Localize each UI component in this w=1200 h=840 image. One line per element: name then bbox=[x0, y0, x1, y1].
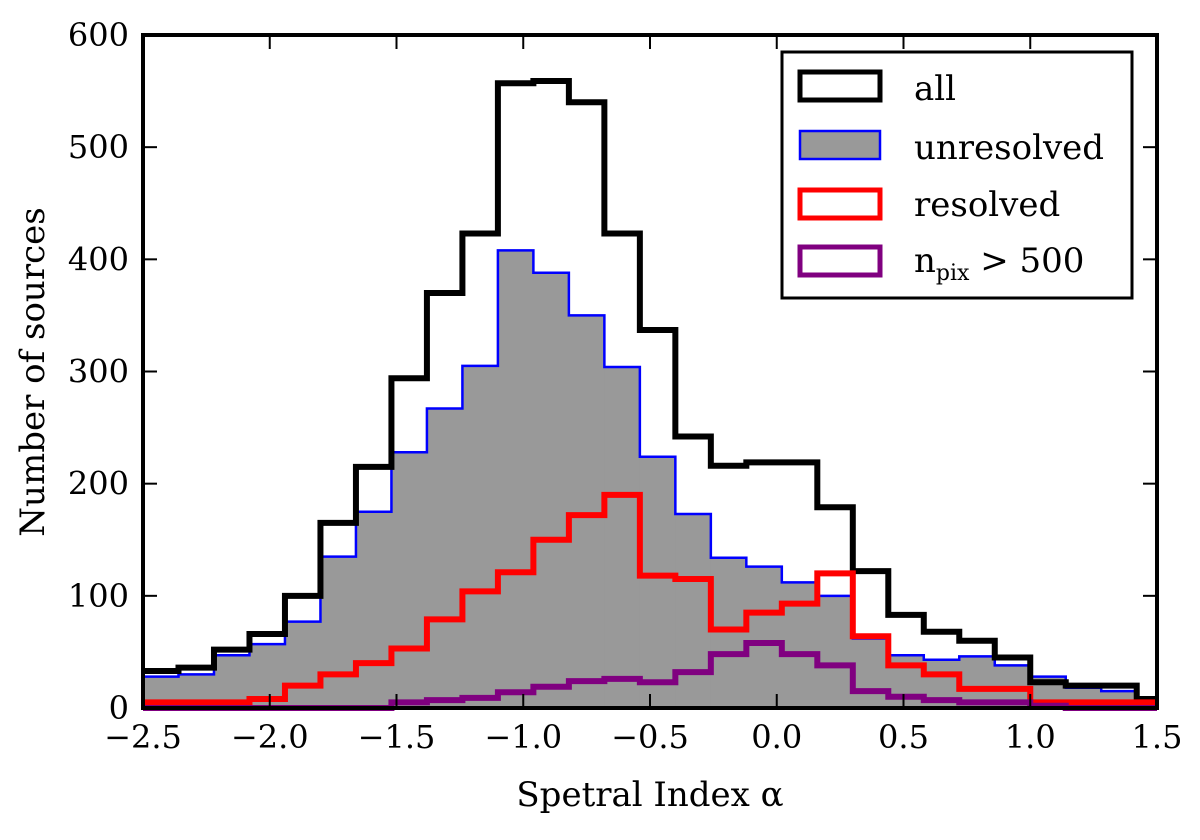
x-tick-label: −0.5 bbox=[611, 718, 689, 756]
bar-unresolved bbox=[675, 513, 712, 708]
x-tick-label: 1.5 bbox=[1132, 718, 1183, 756]
legend-swatch-unresolved bbox=[798, 129, 882, 161]
y-tick-label: 300 bbox=[68, 353, 129, 391]
series-n-pix-500 bbox=[143, 639, 1157, 711]
bar-unresolved bbox=[213, 655, 251, 708]
y-axis-label: Number of sources bbox=[13, 207, 53, 536]
bar-unresolved bbox=[639, 456, 676, 708]
bar-unresolved bbox=[817, 595, 854, 708]
y-tick-labels: 0 100 200 300 400 500 600 bbox=[68, 16, 129, 727]
x-tick-label: 1.0 bbox=[1005, 718, 1056, 756]
y-tick-label: 100 bbox=[68, 577, 129, 615]
series-layer bbox=[143, 77, 1158, 711]
legend-swatch-resolved bbox=[797, 187, 883, 221]
bar-unresolved bbox=[746, 566, 783, 708]
x-tick-label: −1.5 bbox=[358, 718, 436, 756]
series-resolved bbox=[143, 491, 1157, 706]
y-tick-label: 0 bbox=[109, 689, 129, 727]
x-tick-label: −1.0 bbox=[484, 718, 562, 756]
bar-unresolved bbox=[852, 638, 889, 708]
legend-label-unresolved: unresolved bbox=[914, 128, 1104, 168]
legend: all unresolved resolved npix > 500 bbox=[780, 50, 1134, 300]
bar-unresolved bbox=[604, 367, 641, 708]
y-tick-label: 500 bbox=[68, 128, 129, 166]
step-line-resolved bbox=[143, 491, 1157, 706]
x-axis-label: Spetral Index α bbox=[516, 775, 783, 815]
legend-frame bbox=[780, 50, 1134, 300]
legend-swatch-all bbox=[797, 69, 883, 103]
legend-label-all: all bbox=[914, 69, 956, 109]
y-tick-label: 400 bbox=[68, 240, 129, 278]
legend-label-npix: npix > 500 bbox=[914, 241, 1084, 286]
legend-label-npix-rest: > 500 bbox=[969, 241, 1084, 281]
bar-unresolved bbox=[355, 511, 393, 708]
bar-unresolved bbox=[533, 272, 570, 708]
x-tick-label: 0.5 bbox=[878, 718, 929, 756]
bar-unresolved bbox=[710, 557, 747, 708]
x-tick-label: 0.0 bbox=[751, 718, 802, 756]
series-all bbox=[143, 77, 1157, 703]
step-line-n-pix-500 bbox=[143, 639, 1157, 711]
series-unresolved bbox=[143, 249, 1158, 709]
y-tick-label: 600 bbox=[68, 16, 129, 54]
legend-label-npix-main: n bbox=[914, 241, 936, 281]
bar-unresolved bbox=[320, 556, 357, 708]
legend-label-resolved: resolved bbox=[914, 185, 1060, 225]
bar-unresolved bbox=[462, 365, 499, 708]
x-tick-labels: −2.5 −2.0 −1.5 −1.0 −0.5 0.0 0.5 1.0 1.5 bbox=[104, 718, 1182, 756]
bar-unresolved bbox=[391, 452, 428, 708]
x-tick-label: −2.0 bbox=[231, 718, 309, 756]
plot-frame bbox=[141, 33, 1159, 710]
bar-unresolved bbox=[497, 250, 534, 709]
x-tick-label: −2.5 bbox=[104, 718, 182, 756]
legend-label-npix-sub: pix bbox=[936, 261, 970, 286]
bar-unresolved bbox=[426, 408, 464, 708]
legend-swatch-npix bbox=[797, 244, 883, 278]
y-tick-label: 200 bbox=[68, 465, 129, 503]
bar-unresolved bbox=[284, 621, 322, 708]
step-line-all bbox=[143, 77, 1157, 703]
bar-unresolved bbox=[568, 315, 605, 708]
